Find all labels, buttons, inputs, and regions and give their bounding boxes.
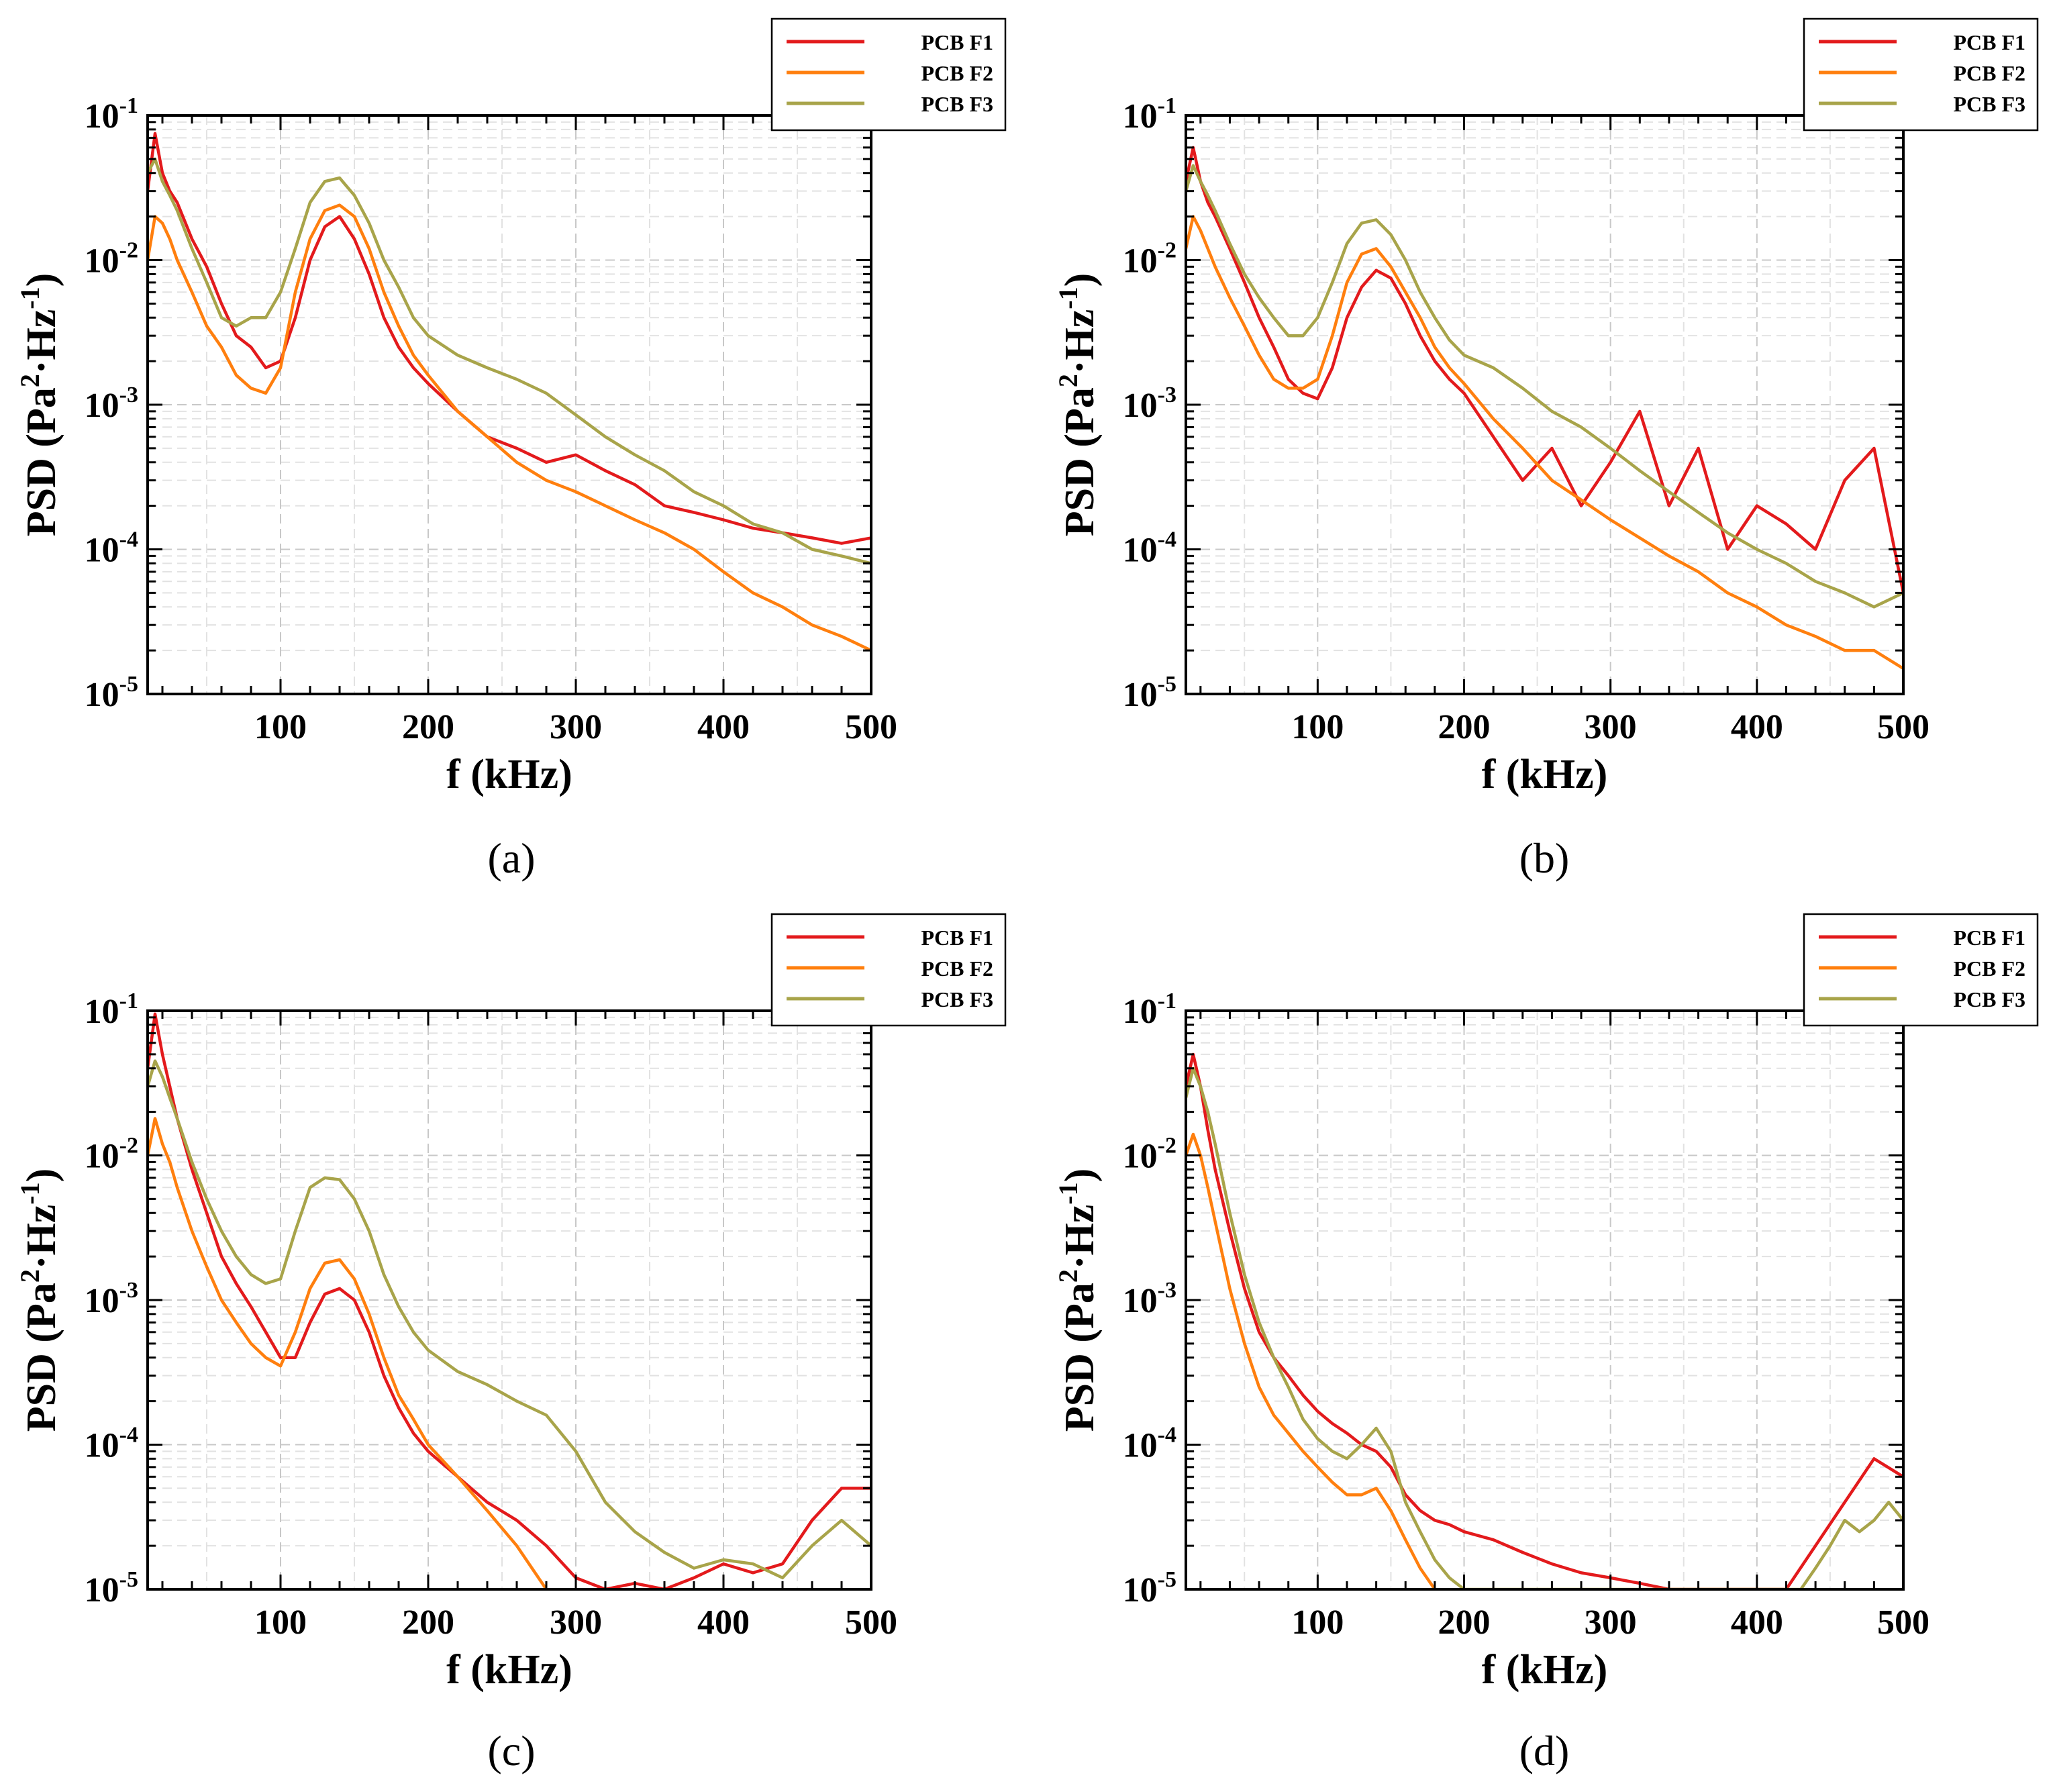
y-axis-title: PSD (Pa2·Hz-1) — [15, 1168, 64, 1432]
series-line-pcb-f3 — [148, 1059, 871, 1580]
series-line-pcb-f3 — [148, 157, 871, 565]
chart-panel-c: 100 200 300 400 500 10-5 10-4 10-3 10-2 10-1 f (kH… — [15, 913, 1007, 1775]
x-tick-label: 200 — [1438, 708, 1491, 746]
series-line-pcb-f2 — [148, 1117, 548, 1589]
legend: PCB F1 PCB F2 PCB F3 — [1803, 17, 2039, 132]
y-tick-label: 10-3 — [85, 1278, 138, 1320]
x-tick-label: 100 — [254, 1603, 307, 1642]
x-tick-label: 500 — [1877, 708, 1929, 746]
legend: PCB F1 PCB F2 PCB F3 — [770, 913, 1007, 1027]
y-tick-label: 10-2 — [85, 238, 138, 281]
legend-box — [1803, 913, 2039, 1027]
series-line-pcb-f1 — [148, 132, 871, 545]
x-axis-title: f (kHz) — [446, 752, 572, 797]
panel-caption: (b) — [1519, 834, 1570, 882]
x-tick-label: 400 — [697, 1603, 750, 1642]
series-line-pcb-f2 — [148, 203, 871, 652]
y-tick-label: 10-2 — [85, 1134, 138, 1176]
legend-box — [770, 913, 1007, 1027]
panel-caption: (d) — [1519, 1727, 1570, 1775]
y-tick-label: 10-4 — [85, 528, 138, 570]
series-line-pcb-f1 — [148, 1012, 871, 1589]
chart-panel-d: 100 200 300 400 500 10-5 10-4 10-3 10-2 10-1 f (kH… — [1053, 913, 2039, 1775]
y-tick-label: 10-5 — [85, 672, 138, 714]
x-tick-label: 100 — [1291, 708, 1344, 746]
y-tick-label: 10-3 — [1123, 1278, 1176, 1320]
y-tick-label: 10-4 — [85, 1423, 138, 1465]
series-line-pcb-f2 — [1186, 215, 1903, 670]
legend-label-pcb-f3: PCB F3 — [921, 92, 993, 116]
x-axis-title: f (kHz) — [1482, 1647, 1608, 1693]
y-tick-label: 10-4 — [1123, 1423, 1176, 1465]
x-tick-label: 400 — [1731, 708, 1783, 746]
y-axis-title: PSD (Pa2·Hz-1) — [1053, 273, 1103, 537]
legend-label-pcb-f2: PCB F2 — [921, 61, 993, 85]
legend-label-pcb-f3: PCB F3 — [1953, 92, 2025, 116]
legend-label-pcb-f2: PCB F2 — [921, 956, 993, 981]
x-tick-label: 500 — [1877, 1603, 1929, 1642]
y-tick-label: 10-3 — [85, 383, 138, 425]
legend-box — [1803, 17, 2039, 132]
panel-caption: (c) — [487, 1727, 535, 1775]
x-tick-label: 500 — [845, 1603, 897, 1642]
legend-label-pcb-f3: PCB F3 — [921, 987, 993, 1011]
y-tick-label: 10-5 — [85, 1567, 138, 1609]
legend: PCB F1 PCB F2 PCB F3 — [770, 17, 1007, 132]
legend: PCB F1 PCB F2 PCB F3 — [1803, 913, 2039, 1027]
x-tick-label: 300 — [550, 708, 602, 746]
panel-caption: (a) — [487, 834, 535, 882]
series-line-pcb-f1 — [1186, 1052, 1903, 1589]
legend-label-pcb-f1: PCB F1 — [921, 30, 993, 54]
legend-label-pcb-f2: PCB F2 — [1953, 61, 2025, 85]
y-tick-label: 10-5 — [1123, 1567, 1176, 1609]
legend-box — [770, 17, 1007, 132]
x-tick-label: 200 — [402, 1603, 454, 1642]
x-tick-label: 400 — [697, 708, 750, 746]
legend-label-pcb-f2: PCB F2 — [1953, 956, 2025, 981]
x-tick-label: 300 — [1585, 708, 1637, 746]
y-tick-label: 10-5 — [1123, 672, 1176, 714]
x-tick-label: 500 — [845, 708, 897, 746]
x-tick-label: 200 — [402, 708, 454, 746]
x-axis-title: f (kHz) — [1482, 752, 1608, 797]
series-line-pcb-f3 — [1186, 1066, 1903, 1589]
chart-panel-a: 100 200 300 400 500 10-5 10-4 10-3 10-2 10-1 f (kH… — [15, 17, 1007, 882]
legend-label-pcb-f3: PCB F3 — [1953, 987, 2025, 1011]
y-tick-label: 10-4 — [1123, 528, 1176, 570]
x-tick-label: 100 — [1291, 1603, 1344, 1642]
x-tick-label: 400 — [1731, 1603, 1783, 1642]
series-line-pcb-f2 — [1186, 1132, 1436, 1589]
x-tick-label: 100 — [254, 708, 307, 746]
y-tick-label: 10-3 — [1123, 383, 1176, 425]
y-tick-label: 10-1 — [85, 93, 138, 136]
chart-panel-b: 100 200 300 400 500 10-5 10-4 10-3 10-2 10-1 f (kH… — [1053, 17, 2039, 882]
legend-label-pcb-f1: PCB F1 — [1953, 926, 2025, 950]
y-tick-label: 10-2 — [1123, 1134, 1176, 1176]
y-tick-label: 10-1 — [1123, 93, 1176, 136]
x-tick-label: 300 — [550, 1603, 602, 1642]
x-tick-label: 300 — [1585, 1603, 1637, 1642]
legend-label-pcb-f1: PCB F1 — [1953, 30, 2025, 54]
y-axis-title: PSD (Pa2·Hz-1) — [1053, 1168, 1103, 1432]
series-line-pcb-f3 — [1186, 164, 1903, 609]
y-tick-label: 10-1 — [85, 989, 138, 1031]
series-line-pcb-f1 — [1186, 146, 1903, 593]
y-axis-title: PSD (Pa2·Hz-1) — [15, 273, 64, 537]
y-tick-label: 10-2 — [1123, 238, 1176, 281]
x-axis-title: f (kHz) — [446, 1647, 572, 1693]
legend-label-pcb-f1: PCB F1 — [921, 926, 993, 950]
x-tick-label: 200 — [1438, 1603, 1491, 1642]
y-tick-label: 10-1 — [1123, 989, 1176, 1031]
